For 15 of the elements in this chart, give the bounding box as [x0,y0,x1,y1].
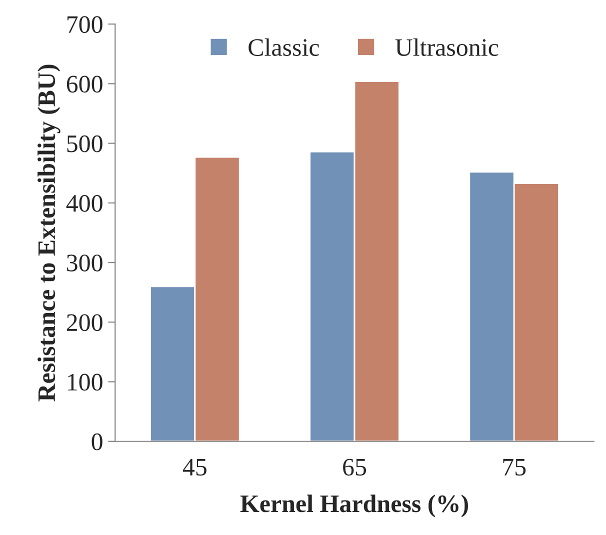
legend-label: Classic [248,38,320,56]
y-tick-label: 300 [67,254,102,272]
y-tick-label: 500 [67,135,102,152]
x-axis-title: Kernel Hardness (%) [240,494,468,518]
x-tick-label: 65 [343,458,366,476]
y-axis-title: Resistance to Extensibility (BU) [38,64,60,402]
y-tick-label: 100 [68,374,102,391]
y-tick-label: 200 [66,314,102,332]
y-tick-label: 400 [66,194,102,212]
y-tick-label: 0 [92,433,102,450]
x-tick-label: 45 [182,458,206,476]
x-tick-label: 75 [503,459,526,476]
y-tick-label: 700 [67,16,102,33]
legend-label: Ultrasonic [395,38,498,56]
y-tick-label: 600 [66,76,102,93]
